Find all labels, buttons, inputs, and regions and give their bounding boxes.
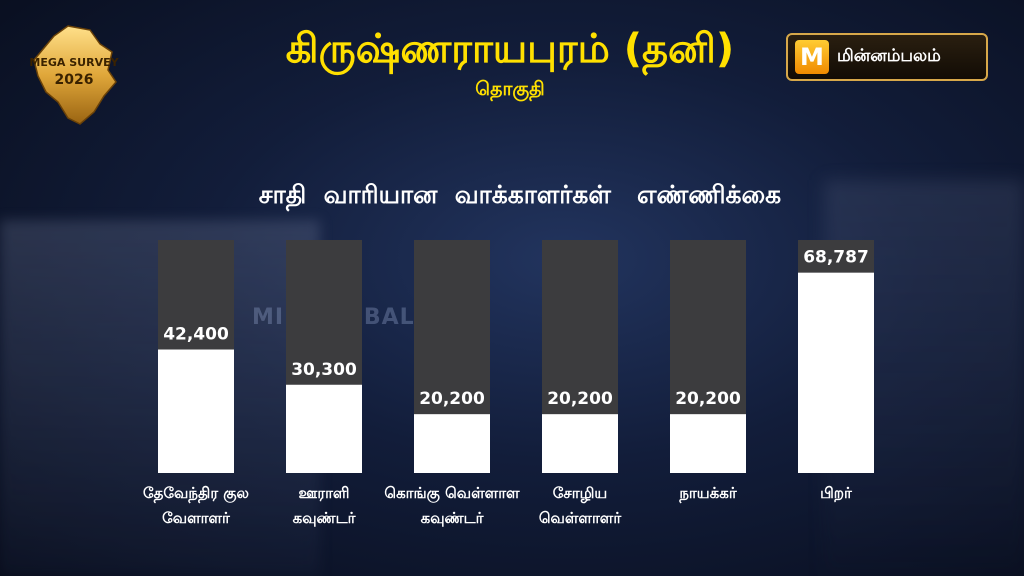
category-label: வேளாளர் bbox=[162, 509, 231, 527]
bar bbox=[414, 414, 490, 473]
page-subtitle: தொகுதி bbox=[475, 78, 545, 100]
bar-value-label: 42,400 bbox=[163, 325, 229, 345]
bar bbox=[158, 349, 234, 473]
category-label: சோழிய bbox=[553, 484, 607, 503]
page-title: கிருஷ்ணராயபுரம் (தனி) bbox=[285, 26, 735, 72]
category-label: கொங்கு வெள்ளாள bbox=[384, 484, 520, 503]
bar bbox=[286, 384, 362, 473]
category-label: கவுண்டர் bbox=[421, 509, 485, 527]
category-label: பிறர் bbox=[820, 484, 853, 502]
badge-map-shape bbox=[33, 25, 117, 125]
category-label: வெள்ளாளர் bbox=[539, 509, 622, 527]
mega-survey-badge: MEGA SURVEY 2026 bbox=[28, 22, 120, 128]
logo-name: மின்னம்பலம் bbox=[837, 46, 941, 66]
badge-line1: MEGA SURVEY bbox=[29, 56, 119, 69]
brand-logo: M மின்னம்பலம் bbox=[786, 33, 988, 81]
bar-value-label: 20,200 bbox=[419, 389, 485, 409]
bar-value-label: 20,200 bbox=[675, 389, 741, 409]
badge-line2: 2026 bbox=[54, 72, 94, 88]
chart-title: சாதி வாரியான வாக்காளர்கள் எண்ணிக்கை bbox=[258, 180, 782, 209]
bar bbox=[670, 414, 746, 473]
bar bbox=[542, 414, 618, 473]
category-label: கவுண்டர் bbox=[293, 509, 357, 527]
bar-value-label: 20,200 bbox=[547, 389, 613, 409]
logo-mark-icon: M bbox=[795, 40, 829, 74]
category-label: தேவேந்திர குல bbox=[143, 484, 249, 503]
category-label: ஊராளி bbox=[298, 484, 349, 502]
category-label: நாயக்கர் bbox=[678, 484, 738, 503]
bar-value-label: 68,787 bbox=[803, 248, 869, 268]
bar-value-label: 30,300 bbox=[291, 360, 357, 380]
bar bbox=[798, 272, 874, 473]
